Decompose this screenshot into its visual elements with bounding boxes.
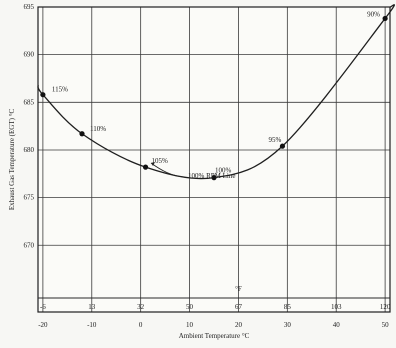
x-celsius-tick-label: 20	[235, 321, 243, 329]
data-point	[279, 143, 286, 149]
x-fahrenheit-tick-label: 32	[137, 303, 145, 311]
y-tick-label: 675	[24, 194, 35, 202]
plot-border	[37, 6, 391, 313]
x-axis-title: Ambient Temperature °C	[179, 332, 250, 340]
point-label: 110%	[90, 125, 106, 133]
point-label: 95%	[268, 136, 281, 144]
annotation-leader-line	[150, 162, 185, 178]
annotation-arrowhead	[151, 162, 155, 166]
data-point	[79, 131, 85, 137]
y-tick-label: 680	[24, 146, 35, 154]
data-point	[142, 164, 149, 170]
data-point	[382, 15, 388, 22]
x-fahrenheit-tick-label: 50	[186, 303, 194, 311]
point-label: 100%	[215, 167, 232, 175]
point-label: 90%	[367, 10, 380, 18]
x-fahrenheit-tick-label: 13	[88, 303, 96, 311]
x-fahrenheit-tick-label: 85	[284, 303, 292, 311]
x-fahrenheit-tick-label: -6	[40, 303, 46, 311]
y-tick-label: 695	[24, 3, 35, 11]
x-celsius-tick-label: 30	[284, 321, 292, 329]
fahrenheit-axis-label: °F	[235, 285, 242, 293]
x-celsius-tick-label: -20	[38, 321, 48, 329]
x-fahrenheit-tick-label: 103	[331, 303, 342, 311]
x-celsius-tick-label: 0	[139, 321, 143, 329]
data-point	[40, 92, 46, 98]
y-tick-label: 685	[24, 98, 35, 106]
y-axis-title: Exhaust Gas Temperature (EGT) °C	[8, 109, 16, 211]
point-label: 105%	[152, 157, 169, 165]
annotation-label: 100% RPM Line	[188, 172, 235, 180]
x-fahrenheit-tick-label: 120	[380, 303, 391, 311]
x-fahrenheit-tick-label: 67	[235, 303, 243, 311]
y-tick-label: 690	[24, 51, 35, 59]
x-celsius-tick-label: 10	[186, 321, 194, 329]
rpm-line	[37, 4, 395, 180]
data-point	[211, 175, 217, 181]
x-celsius-tick-label: 40	[333, 321, 341, 329]
x-celsius-tick-label: -10	[87, 321, 97, 329]
point-label: 115%	[52, 86, 68, 94]
x-celsius-tick-label: 50	[382, 321, 390, 329]
y-tick-label: 670	[24, 241, 35, 249]
plot-area-background	[38, 7, 390, 312]
